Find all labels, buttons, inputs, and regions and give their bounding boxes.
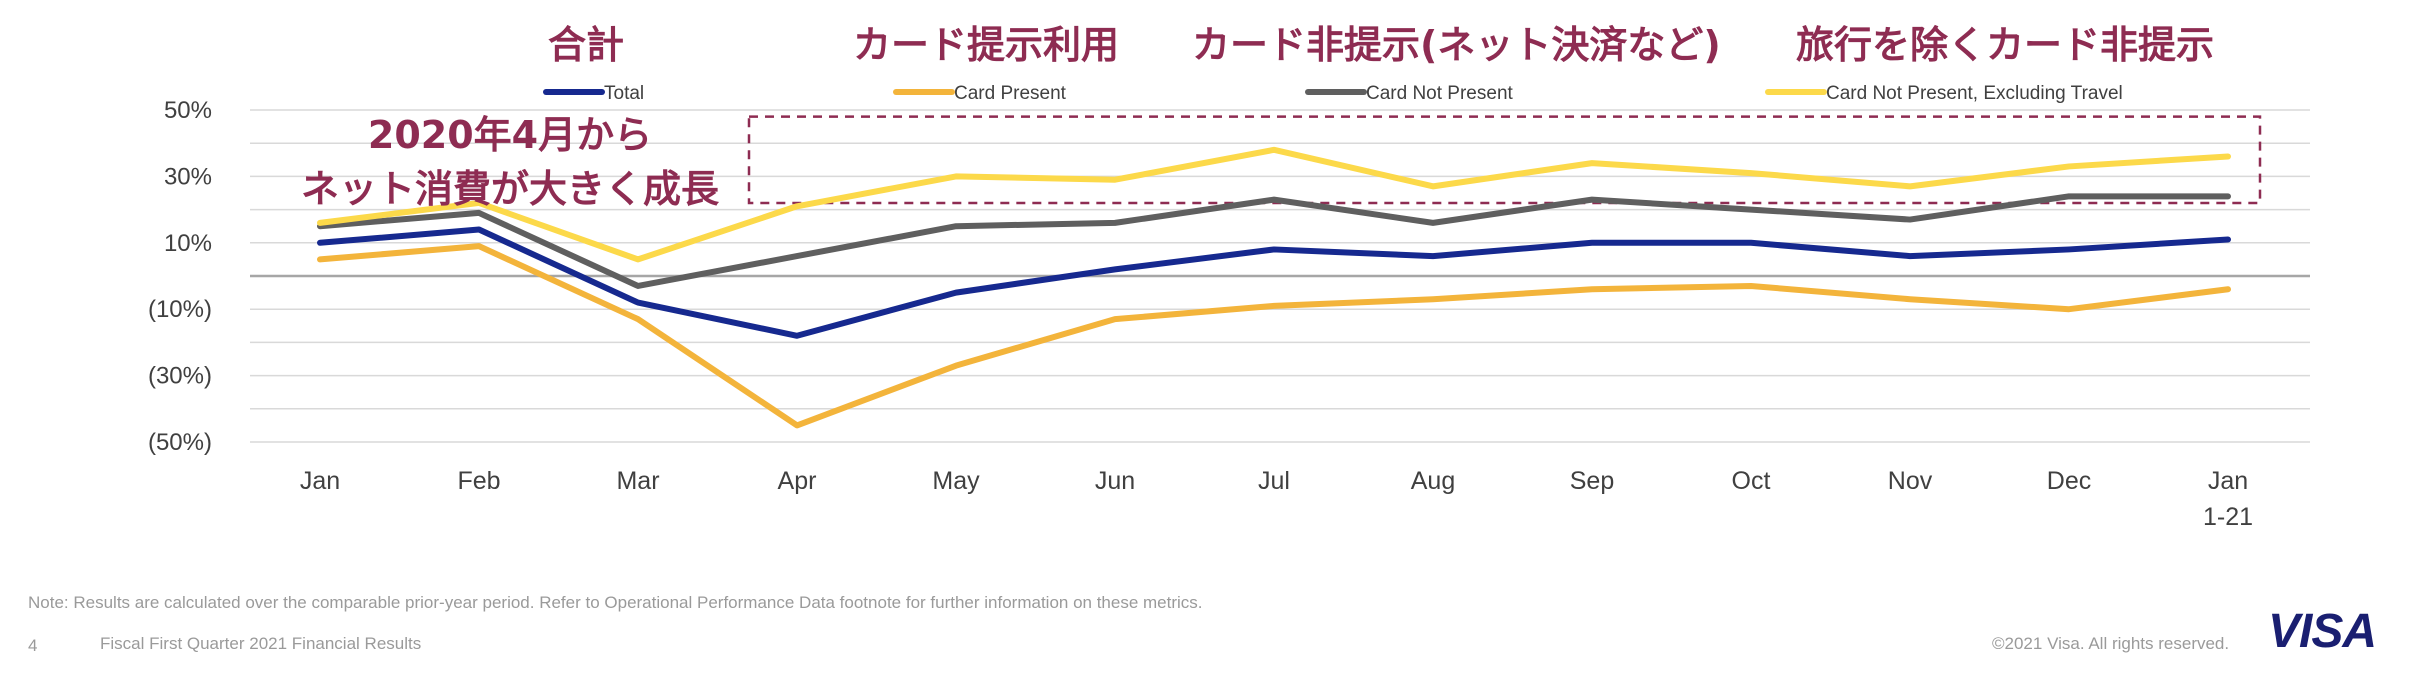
x-axis-labels: Jan Feb Mar Apr May Jun Jul Aug Sep Oct Nov Dec Jan 1… [300, 467, 2253, 531]
x-tick-label: 1-21 [2203, 503, 2253, 531]
footer-title: Fiscal First Quarter 2021 Financial Resu… [100, 634, 422, 653]
x-tick-label: Jul [1258, 467, 1290, 495]
legend-label: Total [604, 83, 644, 104]
x-tick-label: Oct [1732, 467, 1771, 495]
x-tick-label: May [932, 467, 980, 495]
x-tick-label: Sep [1570, 467, 1614, 495]
series-lines [317, 146, 2231, 429]
x-tick-label: Mar [616, 467, 659, 495]
y-tick-label: (30%) [148, 363, 212, 390]
annotation-line-1: 2020年4月から [367, 113, 653, 157]
x-tick-label: Apr [778, 467, 817, 495]
y-axis-labels: 50% 30% 10% (10%) (30%) (50%) [148, 97, 212, 456]
y-tick-label: (10%) [148, 296, 212, 323]
series-line-card-not-present-excluding-travel [317, 146, 2231, 263]
x-tick-label: Jan [2208, 467, 2248, 495]
series-line-card-not-present [317, 193, 2231, 289]
series-line-card-present [317, 243, 2231, 429]
header-label-card-not-present: カード非提示(ネット決済など) [1192, 23, 1721, 67]
legend-label: Card Not Present [1366, 83, 1514, 104]
page-number: 4 [28, 636, 38, 655]
visa-logo: VISA [2268, 605, 2377, 658]
x-tick-label: Feb [457, 467, 500, 495]
legend-label: Card Not Present, Excluding Travel [1826, 83, 2123, 104]
legend: Total Card Present Card Not Present Card No… [543, 83, 2123, 104]
header-label-cnp-excluding-travel: 旅行を除くカード非提示 [1796, 23, 2215, 67]
annotation-line-2: ネット消費が大きく成長 [300, 167, 719, 211]
header-label-total: 合計 [548, 23, 625, 67]
footnote: Note: Results are calculated over the co… [28, 593, 1203, 612]
x-tick-label: Jan [300, 467, 340, 495]
annotation-text: 2020年4月から ネット消費が大きく成長 [280, 108, 740, 216]
x-tick-label: Dec [2047, 467, 2091, 495]
copyright: ©2021 Visa. All rights reserved. [1992, 634, 2230, 653]
series-line-total [317, 226, 2231, 339]
highlight-box [747, 115, 2262, 205]
y-tick-label: (50%) [148, 429, 212, 456]
y-tick-label: 10% [164, 230, 212, 257]
line-chart: 50% 30% 10% (10%) (30%) (50%) Jan Feb Mar Apr May… [148, 83, 2310, 531]
x-tick-label: Aug [1411, 467, 1455, 495]
header-label-card-present: カード提示利用 [853, 23, 1120, 67]
x-tick-label: Nov [1888, 467, 1933, 495]
y-tick-label: 30% [164, 163, 212, 190]
y-tick-label: 50% [164, 97, 212, 124]
legend-label: Card Present [954, 83, 1067, 104]
highlight-layer [747, 115, 2262, 205]
x-tick-label: Jun [1095, 467, 1135, 495]
